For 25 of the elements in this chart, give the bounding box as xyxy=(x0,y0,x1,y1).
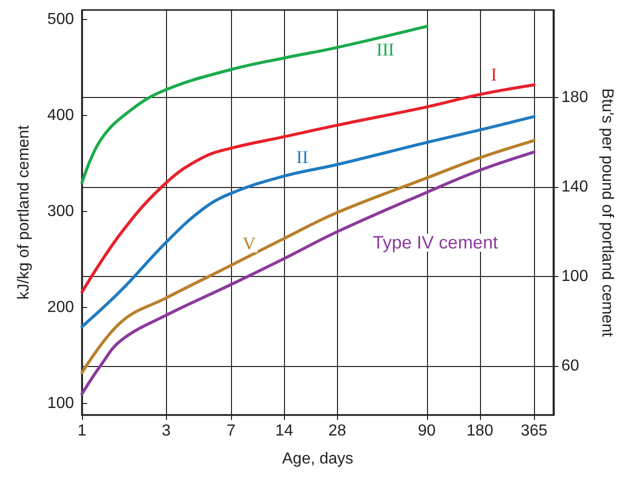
x-tick-label: 7 xyxy=(226,422,236,440)
y-tick-label: 100 xyxy=(47,394,74,412)
series-label: II xyxy=(296,147,308,168)
series-label: V xyxy=(242,233,256,254)
x-tick-label: 180 xyxy=(466,422,494,440)
x-tick-label: 1 xyxy=(78,422,87,440)
y2-tick-label: 60 xyxy=(561,357,580,374)
y-axis-title: kJ/kg of portland cement xyxy=(16,124,32,300)
x-tick-label: 14 xyxy=(275,422,294,440)
series-label: I xyxy=(490,64,497,84)
y2-tick-label: 140 xyxy=(561,178,588,196)
y-tick-label: 300 xyxy=(47,203,74,220)
x-tick-label: 90 xyxy=(418,422,436,440)
series-label: Type IV cement xyxy=(372,232,498,253)
y-tick-label: 400 xyxy=(47,107,74,124)
y-tick-label: 500 xyxy=(47,11,74,28)
y2-tick-label: 100 xyxy=(561,268,588,285)
x-tick-label: 365 xyxy=(520,422,548,440)
x-axis-title: Age, days xyxy=(282,450,354,468)
y2-tick-label: 180 xyxy=(561,88,588,106)
x-tick-label: 3 xyxy=(162,422,171,440)
x-tick-label: 28 xyxy=(328,422,346,440)
series-label: III xyxy=(376,39,394,60)
y2-axis-title: Btu's per pound of portland cement xyxy=(598,88,616,338)
y-tick-label: 200 xyxy=(47,299,74,316)
